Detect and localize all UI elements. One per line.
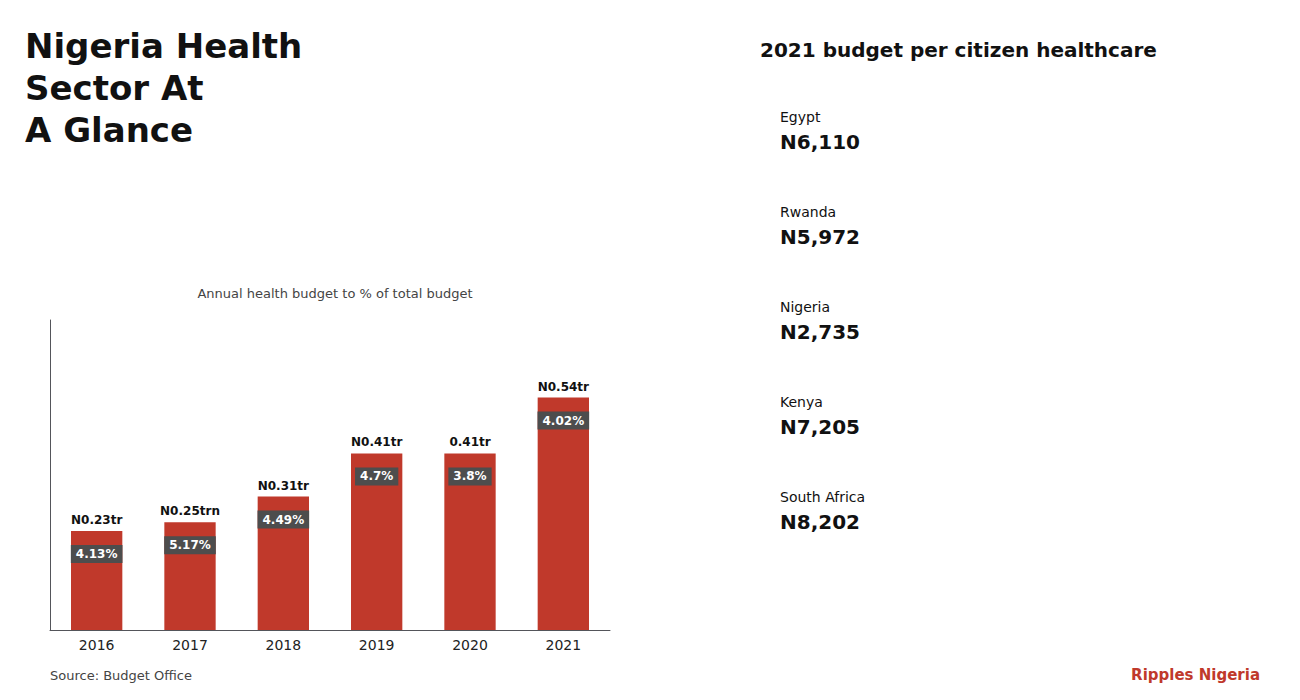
- svg-text:N6,110: N6,110: [780, 130, 860, 154]
- svg-text:Egypt: Egypt: [780, 109, 821, 125]
- svg-text:2020: 2020: [452, 637, 488, 653]
- svg-text:Ripples Nigeria: Ripples Nigeria: [1131, 666, 1260, 684]
- svg-text:2016: 2016: [79, 637, 115, 653]
- svg-text:4.13%: 4.13%: [76, 547, 118, 561]
- svg-text:Sector At: Sector At: [25, 68, 203, 108]
- svg-text:N8,202: N8,202: [780, 510, 860, 534]
- svg-text:N7,205: N7,205: [780, 415, 860, 439]
- svg-text:2021: 2021: [546, 637, 582, 653]
- svg-text:2021 budget per citizen health: 2021 budget per citizen healthcare: [760, 38, 1157, 62]
- svg-text:Source: Budget Office: Source: Budget Office: [50, 668, 192, 683]
- svg-text:4.49%: 4.49%: [263, 513, 305, 527]
- svg-text:N0.23tr: N0.23tr: [71, 513, 122, 527]
- svg-text:2019: 2019: [359, 637, 395, 653]
- svg-text:Rwanda: Rwanda: [780, 204, 836, 220]
- svg-text:5.17%: 5.17%: [169, 538, 211, 552]
- svg-text:N0.54tr: N0.54tr: [538, 380, 589, 394]
- svg-text:0.41tr: 0.41tr: [449, 435, 490, 449]
- svg-text:Nigeria: Nigeria: [780, 299, 830, 315]
- svg-text:2018: 2018: [266, 637, 302, 653]
- svg-text:Kenya: Kenya: [780, 394, 823, 410]
- svg-text:N0.41tr: N0.41tr: [351, 435, 402, 449]
- svg-text:4.7%: 4.7%: [360, 469, 393, 483]
- svg-text:N2,735: N2,735: [780, 320, 860, 344]
- svg-text:N0.25trn: N0.25trn: [160, 504, 220, 518]
- svg-text:N5,972: N5,972: [780, 225, 860, 249]
- svg-text:A Glance: A Glance: [25, 110, 193, 150]
- svg-text:Nigeria Health: Nigeria Health: [25, 26, 302, 66]
- svg-text:N0.31tr: N0.31tr: [258, 479, 309, 493]
- svg-text:2017: 2017: [172, 637, 208, 653]
- svg-text:4.02%: 4.02%: [543, 414, 585, 428]
- svg-text:Annual health budget to % of t: Annual health budget to % of total budge…: [197, 286, 472, 301]
- svg-text:South Africa: South Africa: [780, 489, 865, 505]
- svg-text:3.8%: 3.8%: [453, 469, 486, 483]
